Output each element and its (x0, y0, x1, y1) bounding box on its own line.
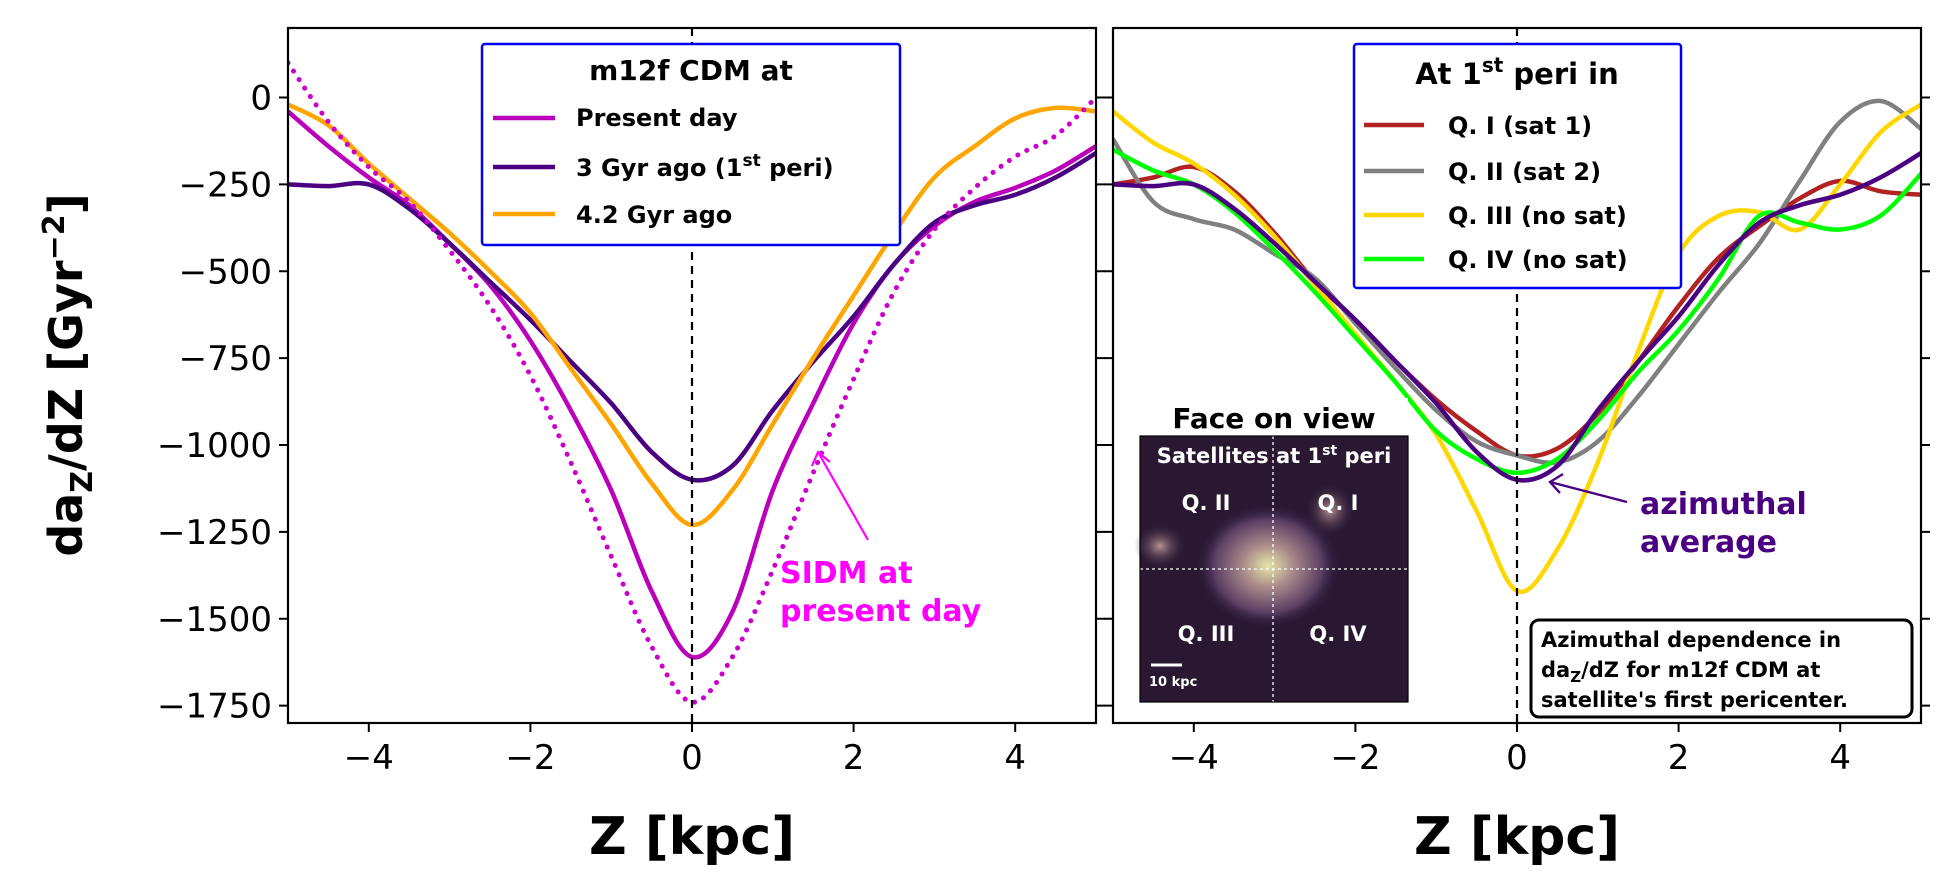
right-series-line-3 (1113, 147, 1921, 476)
y-axis-label: daZ/dZ [Gyr−2] (37, 193, 100, 556)
right-x-axis-label: Z [kpc] (1414, 807, 1620, 867)
right-xtick-label-1: −2 (1330, 738, 1380, 778)
left-legend-label-1: 3 Gyr ago (1st peri) (576, 151, 834, 182)
left-xtick-label-4: 4 (1004, 738, 1026, 778)
left-xtick-label-0: −4 (344, 738, 394, 778)
right-legend-label-1: Q. II (sat 2) (1448, 158, 1601, 186)
inset-q3: Q. III (1178, 622, 1235, 646)
right-legend: At 1st peri in Q. I (sat 1) Q. II (sat 2… (1352, 42, 1683, 290)
azimuthal-arrowhead (1548, 472, 1564, 494)
azimuthal-arrow (1549, 480, 1628, 504)
inset-title: Face on view (1172, 402, 1375, 435)
info-textbox: Azimuthal dependence in daZ/dZ for m12f … (1529, 618, 1914, 719)
left-legend: m12f CDM at Present day 3 Gyr ago (1st p… (480, 42, 902, 247)
inset-satellite-left (1134, 524, 1186, 568)
left-xtick-label-3: 2 (843, 738, 865, 778)
sidm-arrowhead (810, 450, 831, 467)
right-legend-box (1352, 42, 1683, 290)
left-ytick-label-4: −1000 (157, 426, 272, 466)
left-frame (286, 26, 1098, 725)
left-legend-label-2: 4.2 Gyr ago (576, 201, 732, 229)
left-legend-title: m12f CDM at (589, 54, 793, 87)
left-legend-box (480, 42, 902, 247)
left-xtick-label-2: 0 (681, 738, 703, 778)
right-legend-label-0: Q. I (sat 1) (1448, 112, 1592, 140)
right-legend-label-2: Q. III (no sat) (1448, 202, 1627, 230)
left-ytick-label-7: −1750 (157, 687, 272, 727)
left-ytick-label-5: −1250 (157, 513, 272, 553)
inset-satellite-right (1306, 484, 1354, 536)
left-ytick-label-0: 0 (250, 79, 272, 119)
inset-q2: Q. II (1182, 491, 1231, 515)
inset-border (1139, 435, 1409, 703)
right-legend-label-3: Q. IV (no sat) (1448, 246, 1628, 274)
face-on-inset: Face on view Satellites at 1st peri Q. I… (1134, 398, 1409, 703)
inset-q4: Q. IV (1309, 622, 1367, 646)
left-xtick-label-1: −2 (505, 738, 555, 778)
info-line-2: daZ/dZ for m12f CDM at (1541, 658, 1820, 686)
left-ytick-label-6: −1500 (157, 600, 272, 640)
inset-subtitle: Satellites at 1st peri (1157, 443, 1392, 468)
right-xtick-label-2: 0 (1506, 738, 1528, 778)
right-frame (1111, 26, 1923, 725)
left-ytick-label-3: −750 (179, 339, 272, 379)
sidm-annotation: SIDM at present day (780, 556, 982, 629)
info-line-1: Azimuthal dependence in (1541, 628, 1841, 652)
azimuthal-annotation: azimuthal average (1640, 487, 1817, 560)
inset-scalebar-label: 10 kpc (1149, 675, 1197, 690)
right-ticks: −4 −2 0 2 4 (1104, 96, 1930, 778)
info-line-3: satellite's first pericenter. (1541, 688, 1848, 712)
sidm-arrow (817, 451, 869, 541)
right-xtick-label-0: −4 (1169, 738, 1219, 778)
right-series-line-1 (1113, 98, 1921, 466)
inset-title-bg (1140, 398, 1408, 436)
left-x-axis-label: Z [kpc] (589, 807, 795, 867)
right-legend-title: At 1st peri in (1415, 53, 1619, 91)
left-legend-label-0: Present day (576, 104, 738, 132)
info-textbox-frame (1529, 618, 1914, 719)
left-ticks: −4 −2 0 2 4 0 −250 −500 −750 −1000 −1250 −1500 −1750 (157, 79, 1105, 778)
inset-q1: Q. I (1318, 491, 1359, 515)
right-xtick-label-4: 4 (1829, 738, 1851, 778)
right-series-line-2 (1113, 102, 1921, 595)
inset-galaxy (1196, 504, 1340, 628)
right-panel: −4 −2 0 2 4 At 1st peri in Q. I (sat 1) Q. I… (1104, 26, 1930, 778)
left-ytick-label-2: −500 (179, 252, 272, 292)
left-panel: −4 −2 0 2 4 0 −250 −500 −750 −1000 −1250 −1500 −1750… (157, 26, 1105, 778)
right-xtick-label-3: 2 (1668, 738, 1690, 778)
left-ytick-label-1: −250 (179, 165, 272, 205)
